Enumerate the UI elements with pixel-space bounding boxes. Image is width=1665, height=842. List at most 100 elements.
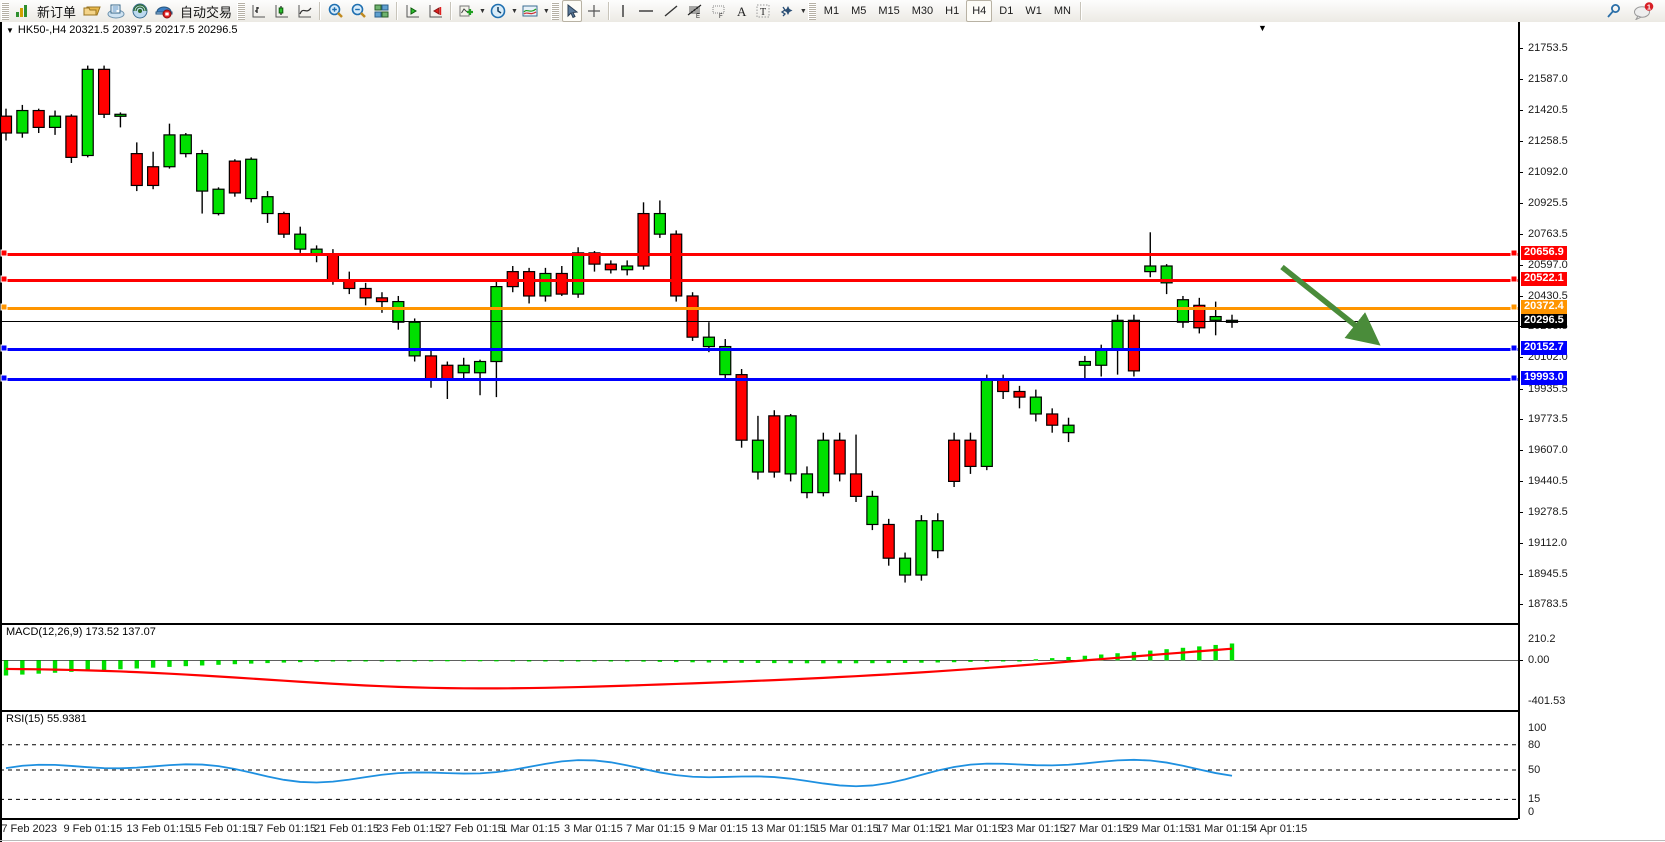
crosshair-icon[interactable] xyxy=(584,1,604,21)
timeframe-mn[interactable]: MN xyxy=(1053,5,1071,17)
folder-icon[interactable] xyxy=(81,1,103,21)
periods-icon[interactable] xyxy=(487,1,509,21)
price-level-handle[interactable] xyxy=(1510,275,1518,283)
price-level-handle[interactable] xyxy=(0,303,8,311)
time-axis-label: 17 Feb 01:15 xyxy=(251,823,317,835)
price-level-handle[interactable] xyxy=(0,344,8,352)
macd-histogram-bar xyxy=(36,660,41,674)
price-level-handle[interactable] xyxy=(1510,344,1518,352)
candle-body xyxy=(539,272,552,297)
price-level-handle[interactable] xyxy=(1510,303,1518,311)
shift-end-icon[interactable] xyxy=(402,1,423,21)
timeframe-m1[interactable]: M1 xyxy=(823,5,840,17)
timeframe-m5[interactable]: M5 xyxy=(851,5,867,17)
toolbar-grip-2[interactable] xyxy=(237,2,246,20)
price-axis-label: 21092.0 xyxy=(1528,165,1568,178)
main-toolbar: 新订单 自动交易 xyxy=(0,0,1665,23)
timeframe-d1[interactable]: D1 xyxy=(999,5,1014,17)
templates-icon[interactable] xyxy=(519,1,541,21)
chart-menu-caret-icon[interactable]: ▼ xyxy=(6,25,14,35)
price-level-handle[interactable] xyxy=(0,249,8,257)
text-icon[interactable]: A xyxy=(732,1,750,21)
candle-body xyxy=(800,473,814,494)
price-level-handle[interactable] xyxy=(1510,249,1518,257)
candle-body xyxy=(114,113,127,117)
timeframe-h1[interactable]: H1 xyxy=(945,5,960,17)
zoom-out-icon[interactable] xyxy=(348,1,369,21)
auto-scroll-icon[interactable] xyxy=(425,1,446,21)
tile-windows-icon[interactable] xyxy=(371,1,392,21)
macd-histogram-bar xyxy=(1180,647,1186,661)
periods-dropdown-arrow[interactable]: ▼ xyxy=(510,7,518,15)
text-label-icon[interactable]: F xyxy=(708,1,730,21)
candle-body xyxy=(359,287,372,299)
timeframe-w1[interactable]: W1 xyxy=(1025,5,1042,17)
price-axis-label: 20763.5 xyxy=(1528,227,1568,240)
price-level-handle[interactable] xyxy=(0,374,8,382)
new-order-label[interactable]: 新订单 xyxy=(37,4,77,20)
rsi-panel-divider xyxy=(0,710,1518,712)
price-level-handle[interactable] xyxy=(0,275,8,283)
time-axis-label: 21 Mar 01:15 xyxy=(938,823,1004,835)
price-axis-label: 19278.5 xyxy=(1528,505,1568,518)
new-order-icon[interactable] xyxy=(12,1,32,21)
text-box-icon[interactable]: T xyxy=(752,1,774,21)
price-level-line[interactable] xyxy=(2,306,1518,310)
candlestick-chart-icon[interactable] xyxy=(271,1,292,21)
zoom-in-icon[interactable] xyxy=(325,1,346,21)
horizontal-line-icon[interactable] xyxy=(634,1,658,21)
toolbar-grip-4[interactable] xyxy=(807,2,816,20)
svg-text:F: F xyxy=(719,14,723,19)
autotrading-icon[interactable] xyxy=(153,1,175,21)
candle-body xyxy=(588,252,601,265)
macd-histogram-bar xyxy=(624,660,630,662)
terminal-icon[interactable] xyxy=(105,1,127,21)
line-chart-icon[interactable] xyxy=(294,1,315,21)
timeframe-m15[interactable]: M15 xyxy=(878,5,900,17)
price-axis-tick xyxy=(1518,542,1523,544)
macd-histogram-bar xyxy=(543,660,548,662)
macd-histogram-bar xyxy=(167,660,172,667)
macd-histogram-bar xyxy=(723,660,728,663)
chart-collapse-caret-icon[interactable]: ▼ xyxy=(1258,23,1267,33)
fibo-icon[interactable]: E xyxy=(684,1,706,21)
indicators-icon[interactable] xyxy=(456,1,477,21)
autotrading-label[interactable]: 自动交易 xyxy=(180,4,233,20)
macd-histogram-bar xyxy=(183,660,189,667)
price-level-line[interactable] xyxy=(2,253,1518,257)
price-axis-tick xyxy=(1518,110,1523,112)
templates-dropdown-arrow[interactable]: ▼ xyxy=(542,7,550,15)
price-axis-label: 21587.0 xyxy=(1528,73,1568,86)
timeframe-h4[interactable]: H4 xyxy=(966,0,993,22)
indicators-dropdown-arrow[interactable]: ▼ xyxy=(479,7,486,15)
price-level-handle[interactable] xyxy=(1510,374,1518,382)
price-axis-label: 18945.5 xyxy=(1528,568,1568,581)
price-level-line[interactable] xyxy=(2,320,1518,322)
price-level-line[interactable] xyxy=(2,278,1518,282)
time-axis-label: 17 Mar 01:15 xyxy=(876,823,941,835)
objects-icon[interactable] xyxy=(776,1,798,21)
price-axis-tick xyxy=(1518,357,1523,359)
cursor-icon[interactable] xyxy=(561,0,582,22)
candle-body xyxy=(653,212,666,235)
search-icon[interactable] xyxy=(1603,1,1624,21)
timeframe-m30[interactable]: M30 xyxy=(911,5,934,17)
signals-icon[interactable] xyxy=(129,1,151,21)
macd-histogram-bar xyxy=(706,660,712,663)
vertical-line-icon[interactable] xyxy=(614,1,632,21)
chat-icon[interactable]: 1 xyxy=(1631,1,1657,21)
macd-axis-label: 210.2 xyxy=(1528,633,1556,645)
macd-histogram-bar xyxy=(870,660,875,664)
price-level-line[interactable] xyxy=(2,377,1518,381)
toolbar-separator-3 xyxy=(450,2,453,20)
bar-chart-icon[interactable] xyxy=(248,1,269,21)
toolbar-grip-3[interactable] xyxy=(550,2,559,20)
macd-histogram-bar xyxy=(1082,655,1088,661)
time-axis-label: 15 Feb 01:15 xyxy=(189,823,254,835)
chart-container[interactable]: ▼ HK50-,H4 20321.5 20397.5 20217.5 20296… xyxy=(0,22,1665,842)
price-level-tag: 20152.7 xyxy=(1521,340,1567,355)
trendline-icon[interactable] xyxy=(660,1,682,21)
toolbar-grip[interactable] xyxy=(1,2,9,20)
objects-dropdown-arrow[interactable]: ▼ xyxy=(799,7,807,15)
price-level-line[interactable] xyxy=(2,347,1518,351)
